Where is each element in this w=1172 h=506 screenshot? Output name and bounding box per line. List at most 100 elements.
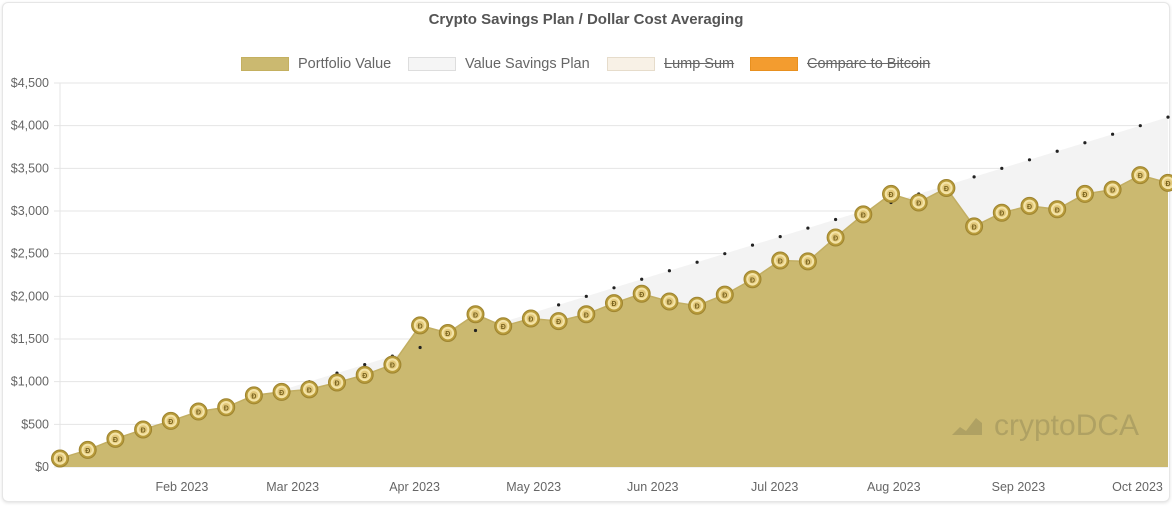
portfolio-value-point[interactable]: Ð (1048, 200, 1067, 219)
portfolio-value-point[interactable]: Ð (798, 252, 817, 271)
coin-glyph: Ð (335, 381, 340, 388)
savings-plan-point (584, 294, 588, 298)
legend-value-savings-plan[interactable]: Value Savings Plan (408, 54, 590, 74)
savings-plan-point (363, 363, 367, 367)
legend-swatch-lump-sum (607, 57, 655, 71)
portfolio-value-point[interactable]: Ð (854, 205, 873, 224)
portfolio-value-point[interactable]: Ð (1103, 180, 1122, 199)
portfolio-value-point[interactable]: Ð (826, 228, 845, 247)
portfolio-value-point[interactable]: Ð (78, 440, 97, 459)
portfolio-value-point[interactable]: Ð (1131, 166, 1150, 185)
portfolio-value-point[interactable]: Ð (300, 380, 319, 399)
portfolio-value-point[interactable]: Ð (161, 411, 180, 430)
portfolio-value-point[interactable]: Ð (494, 317, 513, 336)
coin-glyph: Ð (750, 277, 755, 284)
portfolio-value-point[interactable]: Ð (106, 429, 125, 448)
coin-glyph: Ð (556, 319, 561, 326)
savings-plan-point (1027, 158, 1032, 162)
legend-lump-sum[interactable]: Lump Sum (607, 54, 734, 74)
portfolio-value-point[interactable]: Ð (383, 355, 402, 374)
coin-glyph: Ð (501, 324, 506, 331)
portfolio-value-point[interactable]: Ð (715, 285, 734, 304)
coin-glyph: Ð (999, 211, 1004, 218)
portfolio-value-point[interactable]: Ð (909, 193, 928, 212)
coin-glyph: Ð (528, 317, 533, 324)
y-tick-label: $2,500 (11, 247, 49, 261)
portfolio-value-point[interactable]: Ð (632, 284, 651, 303)
y-tick-label: $3,500 (11, 161, 49, 175)
portfolio-value-point[interactable]: Ð (771, 251, 790, 270)
portfolio-value-point[interactable]: Ð (521, 309, 540, 328)
portfolio-value-point[interactable]: Ð (217, 398, 236, 417)
legend-label-value-savings-plan: Value Savings Plan (465, 56, 590, 72)
portfolio-value-point[interactable]: Ð (965, 217, 984, 236)
y-tick-label: $4,000 (11, 119, 49, 133)
portfolio-value-point[interactable]: Ð (937, 178, 956, 197)
cryptodca-logo: cryptoDCA (952, 409, 1139, 442)
savings-plan-point (612, 286, 616, 290)
coin-glyph: Ð (196, 410, 201, 417)
x-tick-label: Aug 2023 (867, 480, 921, 494)
portfolio-value-point[interactable]: Ð (438, 324, 457, 343)
portfolio-value-point[interactable]: Ð (1159, 173, 1172, 192)
coin-glyph: Ð (113, 437, 118, 444)
legend-swatch-portfolio-value (241, 57, 289, 71)
legend-portfolio-value[interactable]: Portfolio Value (241, 54, 391, 74)
portfolio-value-point[interactable]: Ð (411, 316, 430, 335)
portfolio-value-point[interactable]: Ð (244, 386, 263, 405)
coin-glyph: Ð (279, 390, 284, 397)
portfolio-value-point[interactable]: Ð (1020, 196, 1039, 215)
portfolio-value-point[interactable]: Ð (688, 296, 707, 315)
y-tick-label: $1,500 (11, 332, 49, 346)
coin-glyph: Ð (695, 304, 700, 311)
y-tick-label: $500 (21, 417, 49, 431)
portfolio-value-point[interactable]: Ð (51, 449, 69, 468)
logo-chart-mark-icon (952, 418, 982, 435)
savings-plan-point (723, 252, 727, 256)
portfolio-value-point[interactable]: Ð (605, 294, 623, 313)
portfolio-value-point[interactable]: Ð (355, 365, 374, 384)
portfolio-value-point[interactable]: Ð (577, 305, 596, 324)
coin-glyph: Ð (390, 363, 395, 370)
savings-plan-point (750, 243, 755, 247)
coin-glyph: Ð (916, 200, 921, 207)
coin-glyph: Ð (58, 456, 63, 463)
portfolio-value-point[interactable]: Ð (549, 312, 568, 331)
savings-plan-point (695, 260, 699, 264)
portfolio-value-point[interactable]: Ð (189, 402, 208, 421)
coin-glyph: Ð (141, 427, 146, 434)
watermark-text: cryptoDCA (994, 409, 1139, 442)
coin-glyph: Ð (445, 331, 450, 338)
portfolio-value-point[interactable]: Ð (882, 184, 900, 203)
portfolio-value-point[interactable]: Ð (1075, 184, 1094, 203)
coin-glyph: Ð (944, 186, 949, 193)
coin-glyph: Ð (667, 299, 672, 306)
coin-glyph: Ð (168, 419, 173, 426)
portfolio-value-point[interactable]: Ð (272, 382, 291, 401)
coin-glyph: Ð (362, 373, 367, 380)
portfolio-value-point[interactable]: Ð (466, 305, 485, 324)
x-tick-label: Jul 2023 (751, 480, 798, 494)
savings-plan-point (1166, 115, 1170, 119)
coin-glyph: Ð (833, 235, 838, 242)
savings-plan-point (972, 175, 976, 179)
portfolio-value-point[interactable]: Ð (743, 270, 762, 289)
savings-plan-point (834, 217, 838, 222)
savings-plan-point (1055, 149, 1059, 153)
coin-glyph: Ð (639, 292, 644, 299)
portfolio-value-point[interactable]: Ð (328, 373, 346, 392)
legend-swatch-value-savings-plan (408, 57, 456, 71)
savings-plan-point (667, 269, 672, 273)
portfolio-value-point[interactable]: Ð (660, 292, 679, 311)
coin-glyph: Ð (251, 393, 256, 400)
legend-compare-to-bitcoin[interactable]: Compare to Bitcoin (750, 54, 930, 74)
portfolio-value-point[interactable]: Ð (992, 203, 1011, 222)
coin-glyph: Ð (612, 301, 617, 308)
coin-glyph: Ð (805, 259, 810, 266)
portfolio-value-point[interactable]: Ð (134, 420, 153, 439)
y-tick-label: $3,000 (11, 204, 49, 218)
x-tick-label: Mar 2023 (266, 480, 319, 494)
portfolio-value-area (60, 175, 1168, 467)
coin-glyph: Ð (307, 387, 312, 394)
